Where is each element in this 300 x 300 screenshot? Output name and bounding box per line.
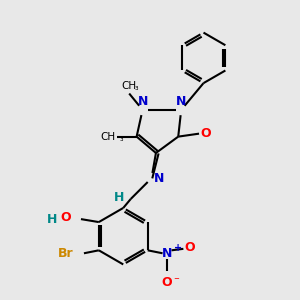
Text: N: N <box>137 95 148 108</box>
Text: ₃: ₃ <box>120 134 124 143</box>
Text: O: O <box>162 276 172 289</box>
Text: ⁻: ⁻ <box>174 276 179 286</box>
Text: Br: Br <box>58 247 74 260</box>
Text: CH: CH <box>122 81 137 91</box>
Text: N: N <box>176 95 186 108</box>
Text: O: O <box>185 241 196 254</box>
Text: +: + <box>174 243 182 253</box>
Text: H: H <box>114 191 124 204</box>
Text: O: O <box>200 127 211 140</box>
Text: CH: CH <box>101 132 116 142</box>
Text: ₃: ₃ <box>134 83 138 92</box>
Text: N: N <box>154 172 164 185</box>
Text: O: O <box>60 211 70 224</box>
Text: N: N <box>162 247 172 260</box>
Text: H: H <box>47 213 57 226</box>
